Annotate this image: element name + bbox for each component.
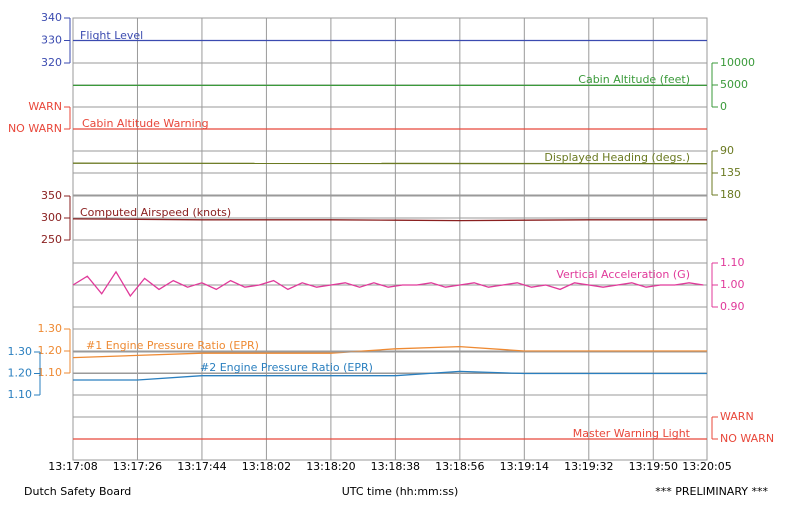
- series-label: Computed Airspeed (knots): [80, 206, 231, 219]
- y-tick-label: 350: [41, 189, 62, 202]
- x-tick-label: 13:18:02: [242, 460, 291, 473]
- x-axis-title: UTC time (hh:mm:ss): [342, 485, 458, 498]
- y-tick-label: 1.20: [8, 367, 33, 380]
- y-tick-label: 135: [720, 166, 741, 179]
- y-tick-label: NO WARN: [8, 122, 62, 135]
- y-tick-label: 0.90: [720, 300, 745, 313]
- data-line: [72, 162, 708, 165]
- footer-right: *** PRELIMINARY ***: [655, 485, 768, 498]
- y-tick-label: 1.10: [38, 366, 63, 379]
- y-tick-label: 180: [720, 188, 741, 201]
- y-tick-label: 300: [41, 211, 62, 224]
- data-line: [73, 370, 707, 381]
- data-line: [72, 270, 704, 298]
- footer-left: Dutch Safety Board: [24, 485, 131, 498]
- series-label: #2 Engine Pressure Ratio (EPR): [200, 361, 373, 374]
- data-line: [72, 345, 707, 359]
- x-tick-label: 13:17:44: [177, 460, 226, 473]
- x-tick-label: 13:18:20: [306, 460, 355, 473]
- y-tick-label: 0: [720, 100, 727, 113]
- y-tick-label: WARN: [720, 410, 754, 423]
- x-tick-label: 13:19:50: [629, 460, 678, 473]
- y-tick-label: 1.20: [38, 344, 63, 357]
- y-tick-label: 1.10: [8, 388, 33, 401]
- y-tick-label: 90: [720, 144, 734, 157]
- series-label: Cabin Altitude (feet): [578, 73, 690, 86]
- y-tick-label: 5000: [720, 78, 748, 91]
- y-tick-label: 1.30: [38, 322, 63, 335]
- series-label: Cabin Altitude Warning: [82, 117, 209, 130]
- y-tick-label: 10000: [720, 56, 755, 69]
- y-tick-label: 340: [41, 11, 62, 24]
- x-tick-label: 13:18:56: [435, 460, 484, 473]
- x-tick-label: 13:19:32: [564, 460, 613, 473]
- y-tick-label: NO WARN: [720, 432, 774, 445]
- y-tick-label: WARN: [28, 100, 62, 113]
- data-line: [72, 218, 707, 222]
- y-tick-label: 1.10: [720, 256, 745, 269]
- series-label: Flight Level: [80, 29, 143, 42]
- y-tick-label: 1.00: [720, 278, 745, 291]
- y-tick-label: 1.30: [8, 345, 33, 358]
- y-tick-label: 320: [41, 56, 62, 69]
- series-label: Vertical Acceleration (G): [556, 268, 690, 281]
- x-tick-label: 13:19:14: [500, 460, 549, 473]
- y-tick-label: 330: [41, 34, 62, 47]
- series-label: Master Warning Light: [573, 427, 691, 440]
- series-label: #1 Engine Pressure Ratio (EPR): [86, 339, 259, 352]
- x-tick-label: 13:20:05: [682, 460, 731, 473]
- x-tick-label: 13:18:38: [371, 460, 420, 473]
- x-tick-label: 13:17:08: [48, 460, 97, 473]
- y-tick-label: 250: [41, 233, 62, 246]
- x-tick-label: 13:17:26: [113, 460, 162, 473]
- series-label: Displayed Heading (degs.): [544, 151, 690, 164]
